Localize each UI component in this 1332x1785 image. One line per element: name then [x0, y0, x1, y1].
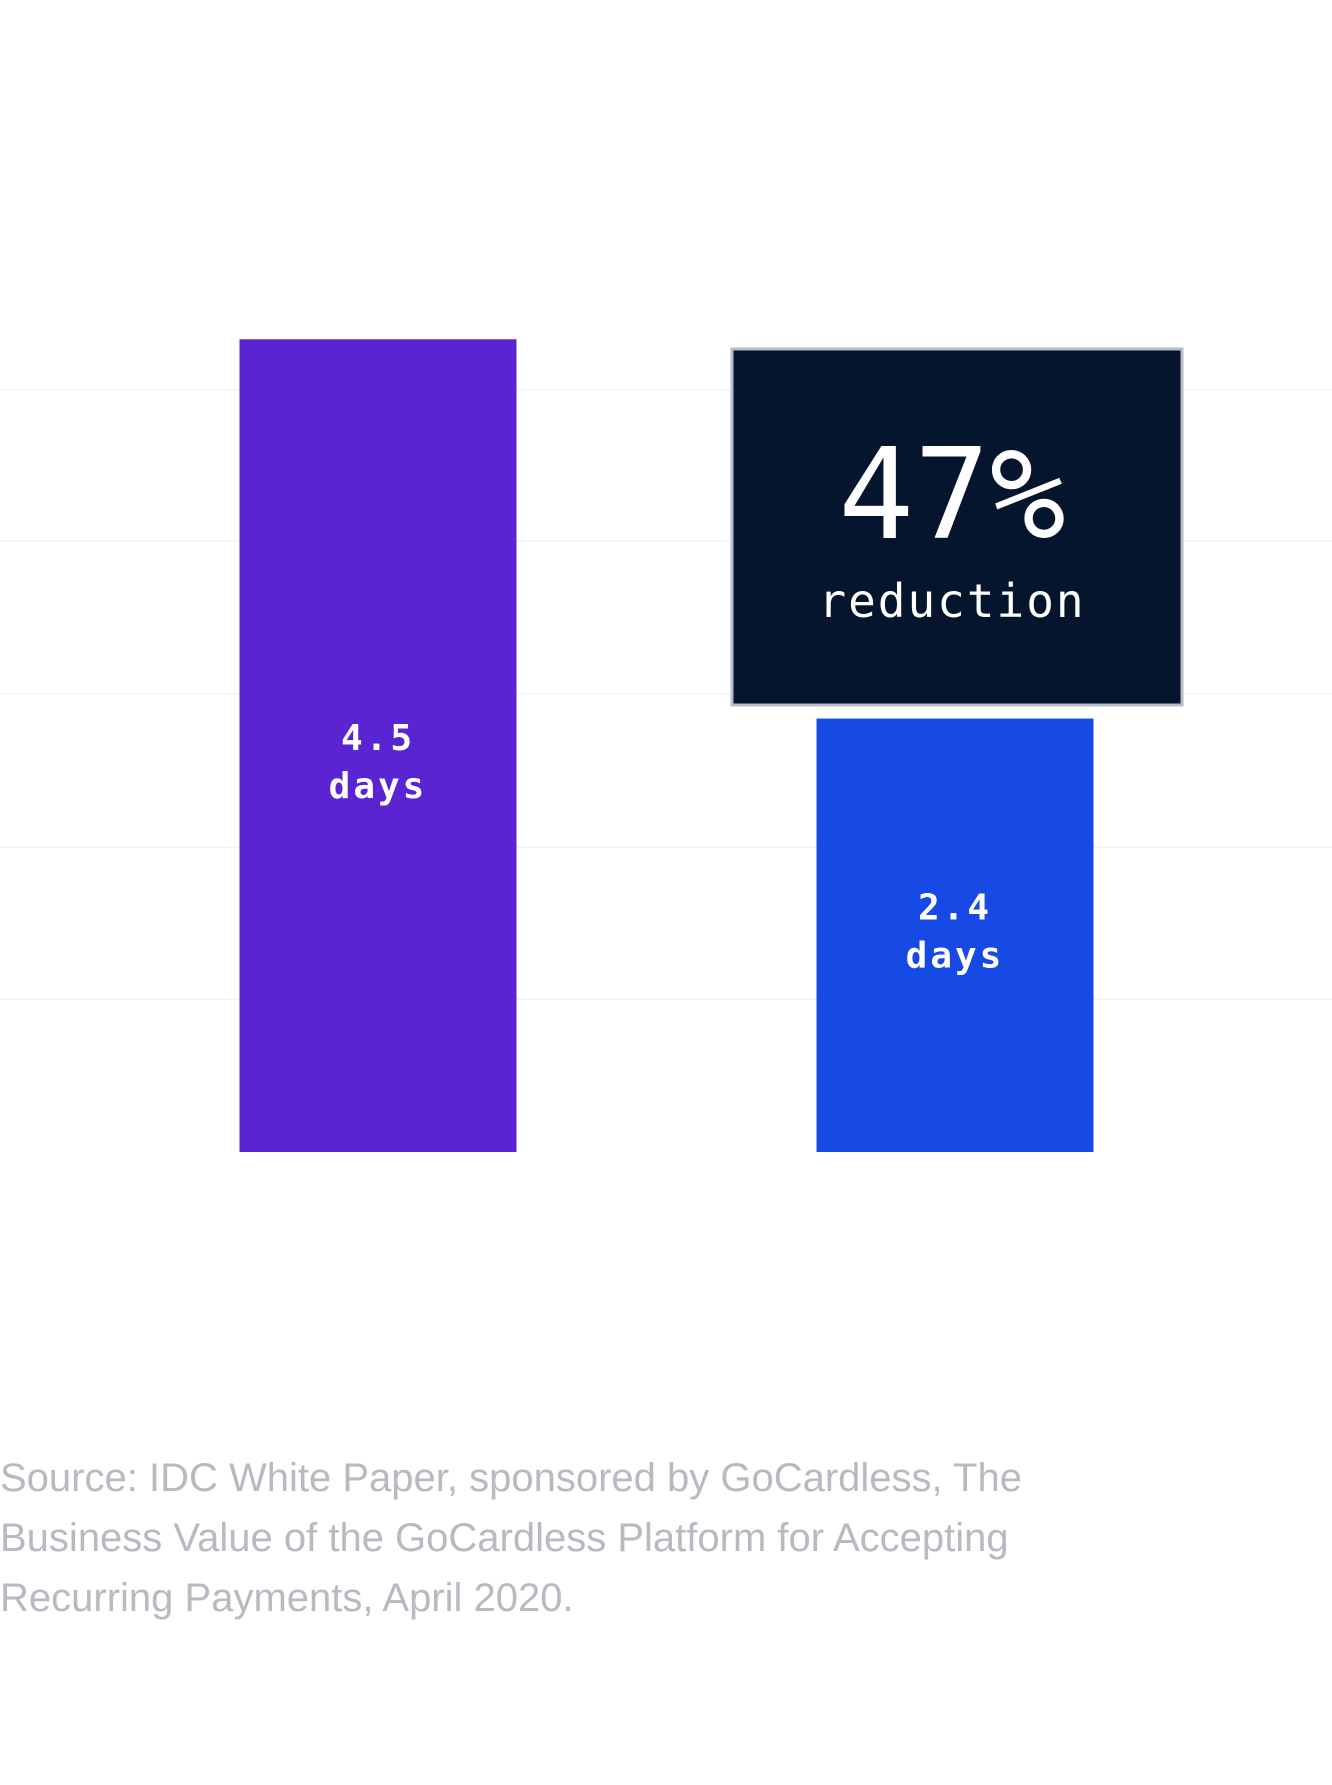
bar-value-label: 2.4: [918, 887, 992, 928]
bars: [239, 339, 1094, 1152]
bar-labels: 4.5 days 2.4 days: [329, 718, 1005, 976]
bar: [816, 718, 1094, 1152]
callout-caption: reduction: [818, 574, 1085, 628]
bar-value-label: 4.5: [341, 718, 415, 759]
reduction-callout: 47% reduction: [730, 347, 1184, 707]
callout-box: [730, 347, 1184, 707]
bar-unit-label: days: [329, 766, 428, 807]
callout-value: 47%: [838, 421, 1066, 568]
source-note: Source: IDC White Paper, sponsored by Go…: [0, 1456, 1022, 1620]
bar-unit-label: days: [906, 935, 1005, 976]
bar: [239, 339, 517, 1152]
